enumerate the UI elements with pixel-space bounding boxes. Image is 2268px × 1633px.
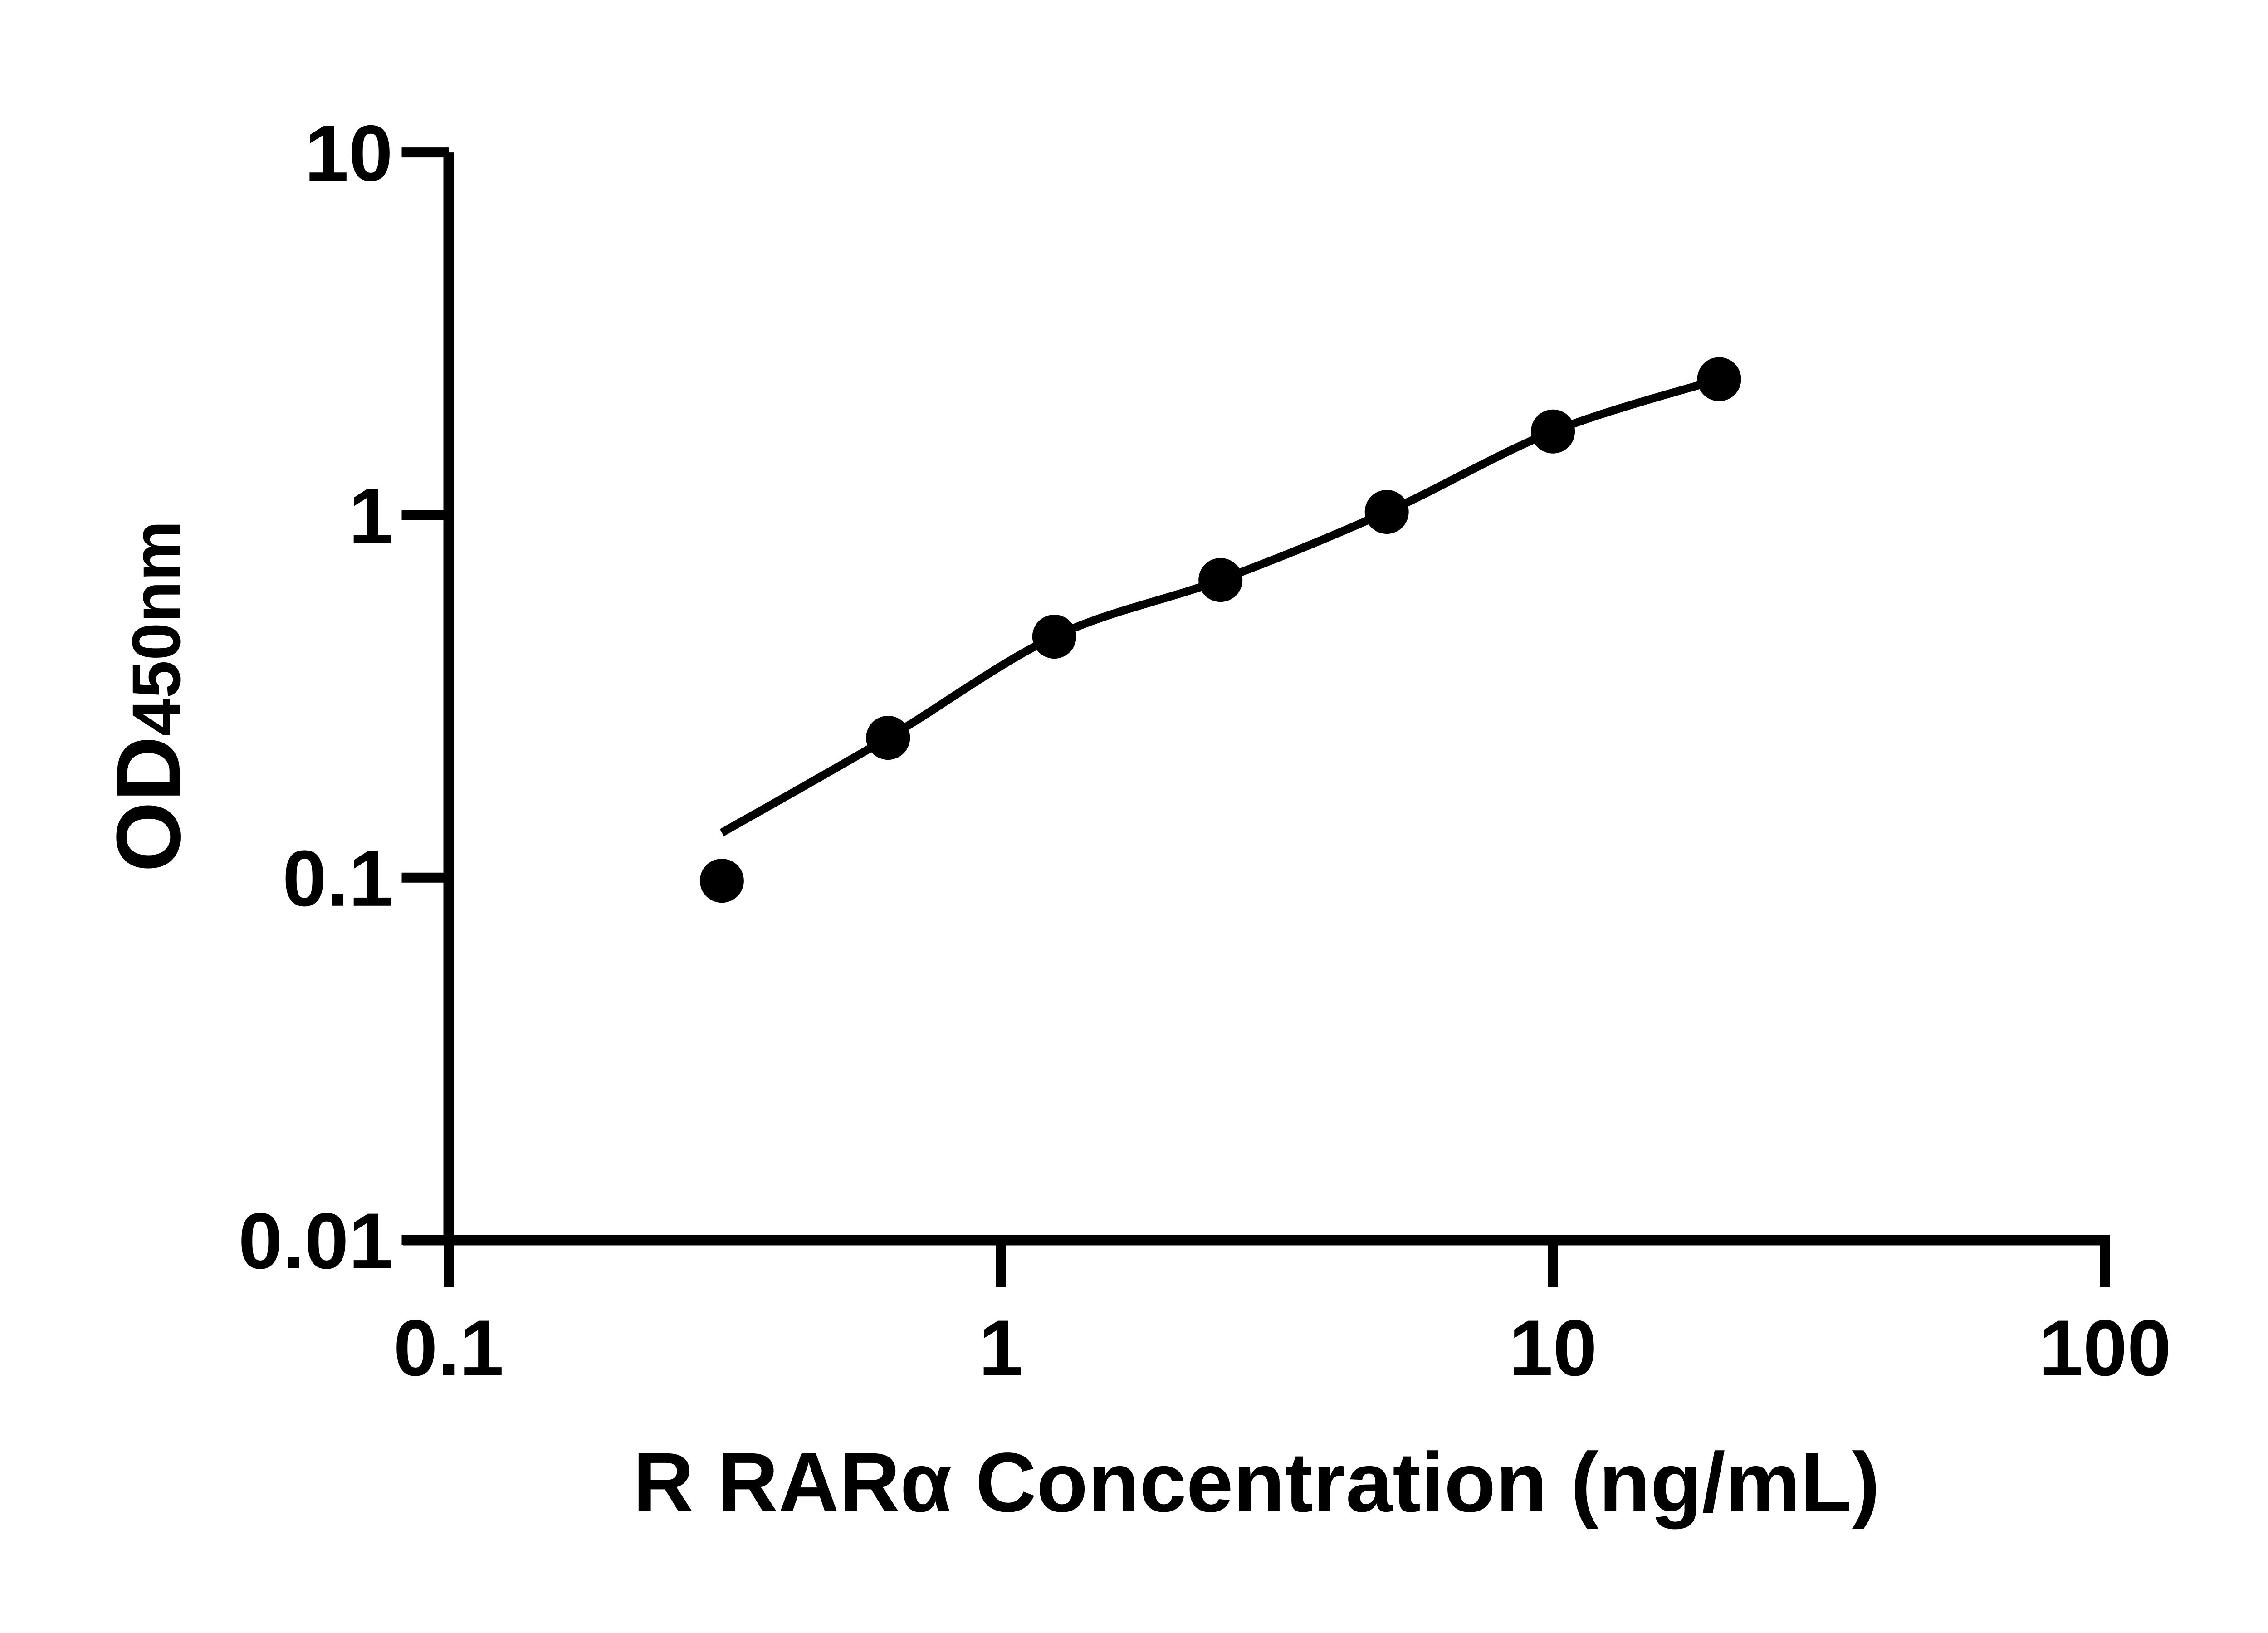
fit-curve-layer <box>719 375 1721 836</box>
x-tick-label: 10 <box>1509 1304 1597 1393</box>
data-point <box>1697 357 1741 401</box>
y-tick-label: 1 <box>349 472 393 560</box>
x-tick-label: 1 <box>979 1304 1023 1393</box>
axes <box>403 152 2110 1246</box>
y-axis-title: OD450nm <box>98 520 199 872</box>
fit-curve <box>719 375 1721 836</box>
data-point <box>1364 490 1409 534</box>
y-axis-tick-labels: 10 1 0.1 0.01 <box>238 109 393 1286</box>
y-tick-label: 0.01 <box>238 1197 393 1286</box>
data-point <box>699 859 744 903</box>
data-points-layer <box>699 357 1741 903</box>
y-axis-title-subscript: 450nm <box>118 520 194 736</box>
y-tick-label: 0.1 <box>283 835 393 923</box>
x-axis-tick-labels: 0.1 1 10 100 <box>393 1304 2171 1393</box>
data-point <box>866 716 910 760</box>
x-tick-label: 100 <box>2039 1304 2171 1393</box>
data-point <box>1032 615 1076 659</box>
y-axis-ticks <box>401 147 449 1245</box>
x-axis-ticks <box>444 1240 2110 1287</box>
data-point <box>1198 558 1243 602</box>
data-point <box>1531 409 1575 454</box>
y-tick-label: 10 <box>304 109 393 198</box>
x-axis-title: R RARα Concentration (ng/mL) <box>633 1436 1880 1530</box>
x-tick-label: 0.1 <box>393 1304 503 1393</box>
